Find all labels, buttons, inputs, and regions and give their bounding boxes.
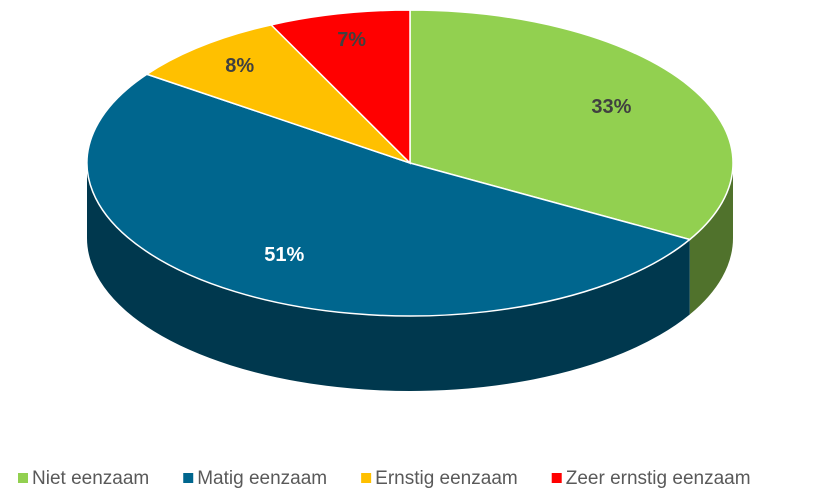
pie-slice xyxy=(409,9,734,241)
data-labels: 33% 51% 8% 7% xyxy=(225,29,631,266)
legend-swatch xyxy=(551,473,562,483)
pie-sides xyxy=(87,163,733,392)
data-label: 8% xyxy=(225,55,254,77)
pie-tops xyxy=(86,9,734,317)
data-label: 7% xyxy=(337,29,366,51)
data-label: 51% xyxy=(264,244,304,266)
pie-side xyxy=(87,163,690,392)
data-label: 33% xyxy=(591,96,631,118)
legend-label: Ernstig eenzaam xyxy=(375,468,518,489)
legend-swatch xyxy=(361,473,372,483)
legend-swatch xyxy=(183,473,194,483)
legend-label: Matig eenzaam xyxy=(197,468,327,489)
pie-slice xyxy=(86,73,692,317)
pie-side xyxy=(689,163,733,315)
legend-label: Niet eenzaam xyxy=(32,468,149,489)
legend: Niet eenzaam Matig eenzaam Ernstig eenzaam… xyxy=(18,468,751,489)
legend-swatch xyxy=(18,473,28,483)
pie-slice xyxy=(145,24,411,164)
legend-label: Zeer ernstig eenzaam xyxy=(566,468,751,489)
pie-slice xyxy=(269,9,411,165)
